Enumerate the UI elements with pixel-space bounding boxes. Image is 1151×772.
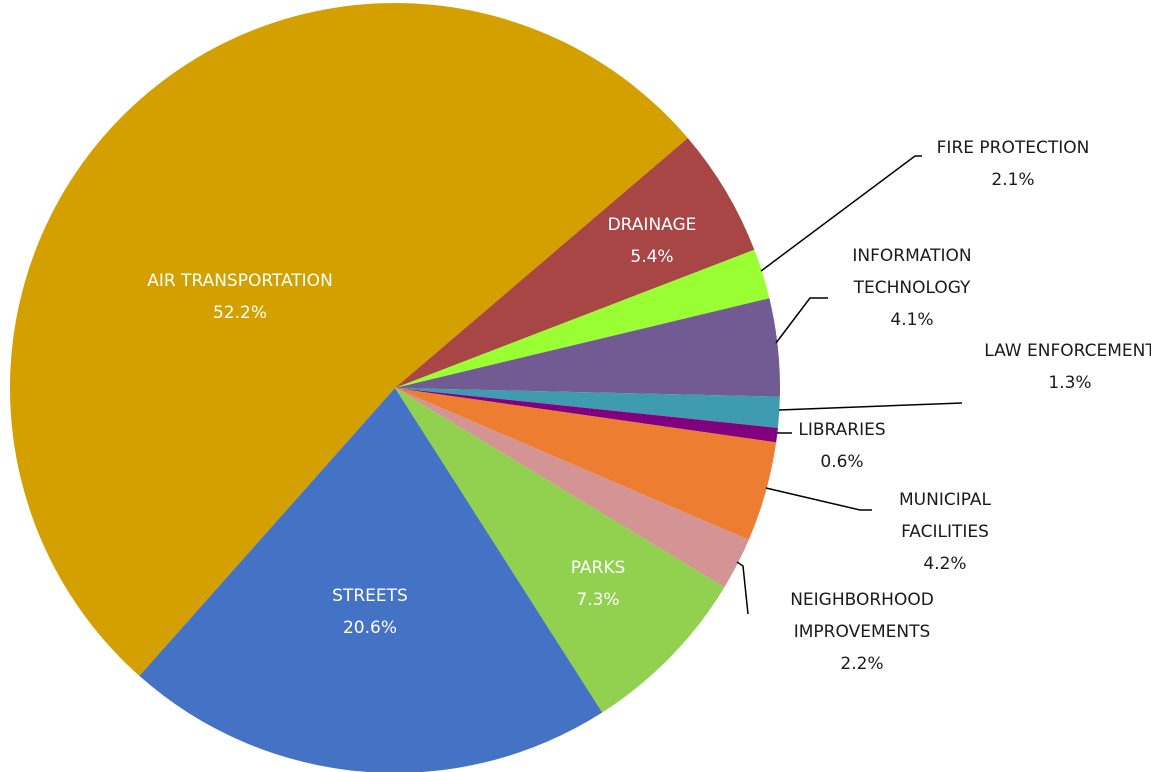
data-label: AIR TRANSPORTATION 52.2% — [147, 265, 333, 329]
data-label: FIRE PROTECTION 2.1% — [937, 132, 1090, 196]
category-label: DRAINAGE — [607, 215, 697, 235]
leader-line — [736, 561, 749, 615]
data-label: STREETS 20.6% — [332, 580, 408, 644]
data-label: INFORMATION TECHNOLOGY 4.1% — [825, 240, 1000, 336]
data-label: DRAINAGE 5.4% — [608, 209, 697, 273]
leader-line — [760, 155, 922, 272]
category-label: FIRE PROTECTION — [936, 138, 1090, 158]
leader-line — [778, 402, 963, 411]
data-label: LAW ENFORCEMENT 1.3% — [978, 335, 1151, 399]
pie-slice — [395, 138, 755, 388]
data-label: NEIGHBORHOOD IMPROVEMENTS 2.2% — [760, 584, 965, 680]
pie-slice — [139, 388, 603, 772]
percent-label: 52.2% — [212, 303, 267, 323]
leader-line — [775, 297, 828, 344]
percent-label: 20.6% — [342, 618, 397, 638]
percent-label: 1.3% — [1048, 373, 1092, 393]
category-label: LIBRARIES — [798, 420, 886, 440]
pie-slice — [395, 388, 778, 443]
data-label: LIBRARIES 0.6% — [798, 414, 885, 478]
percent-label: 7.3% — [576, 590, 620, 610]
pie-slice — [395, 388, 749, 588]
pie-slice — [395, 388, 780, 428]
category-label: INFORMATION TECHNOLOGY — [852, 246, 972, 298]
percent-label: 0.6% — [820, 452, 864, 472]
category-label: PARKS — [570, 558, 626, 578]
pie-slice — [9, 2, 688, 676]
category-label: STREETS — [332, 586, 408, 606]
category-label: NEIGHBORHOOD IMPROVEMENTS — [790, 590, 934, 642]
pie-slice — [395, 388, 725, 713]
pie-slice — [395, 249, 770, 388]
percent-label: 2.2% — [840, 654, 884, 674]
data-label: PARKS 7.3% — [571, 552, 626, 616]
pie-slice — [395, 298, 780, 397]
percent-label: 2.1% — [991, 170, 1035, 190]
pie-slice — [395, 388, 777, 540]
percent-label: 4.1% — [890, 310, 934, 330]
leader-line — [765, 487, 872, 511]
category-label: AIR TRANSPORTATION — [147, 271, 333, 291]
category-label: MUNICIPAL FACILITIES — [899, 490, 991, 542]
data-label: MUNICIPAL FACILITIES 4.2% — [873, 484, 1018, 580]
percent-label: 5.4% — [630, 247, 674, 267]
percent-label: 4.2% — [923, 554, 967, 574]
category-label: LAW ENFORCEMENT — [984, 341, 1151, 361]
